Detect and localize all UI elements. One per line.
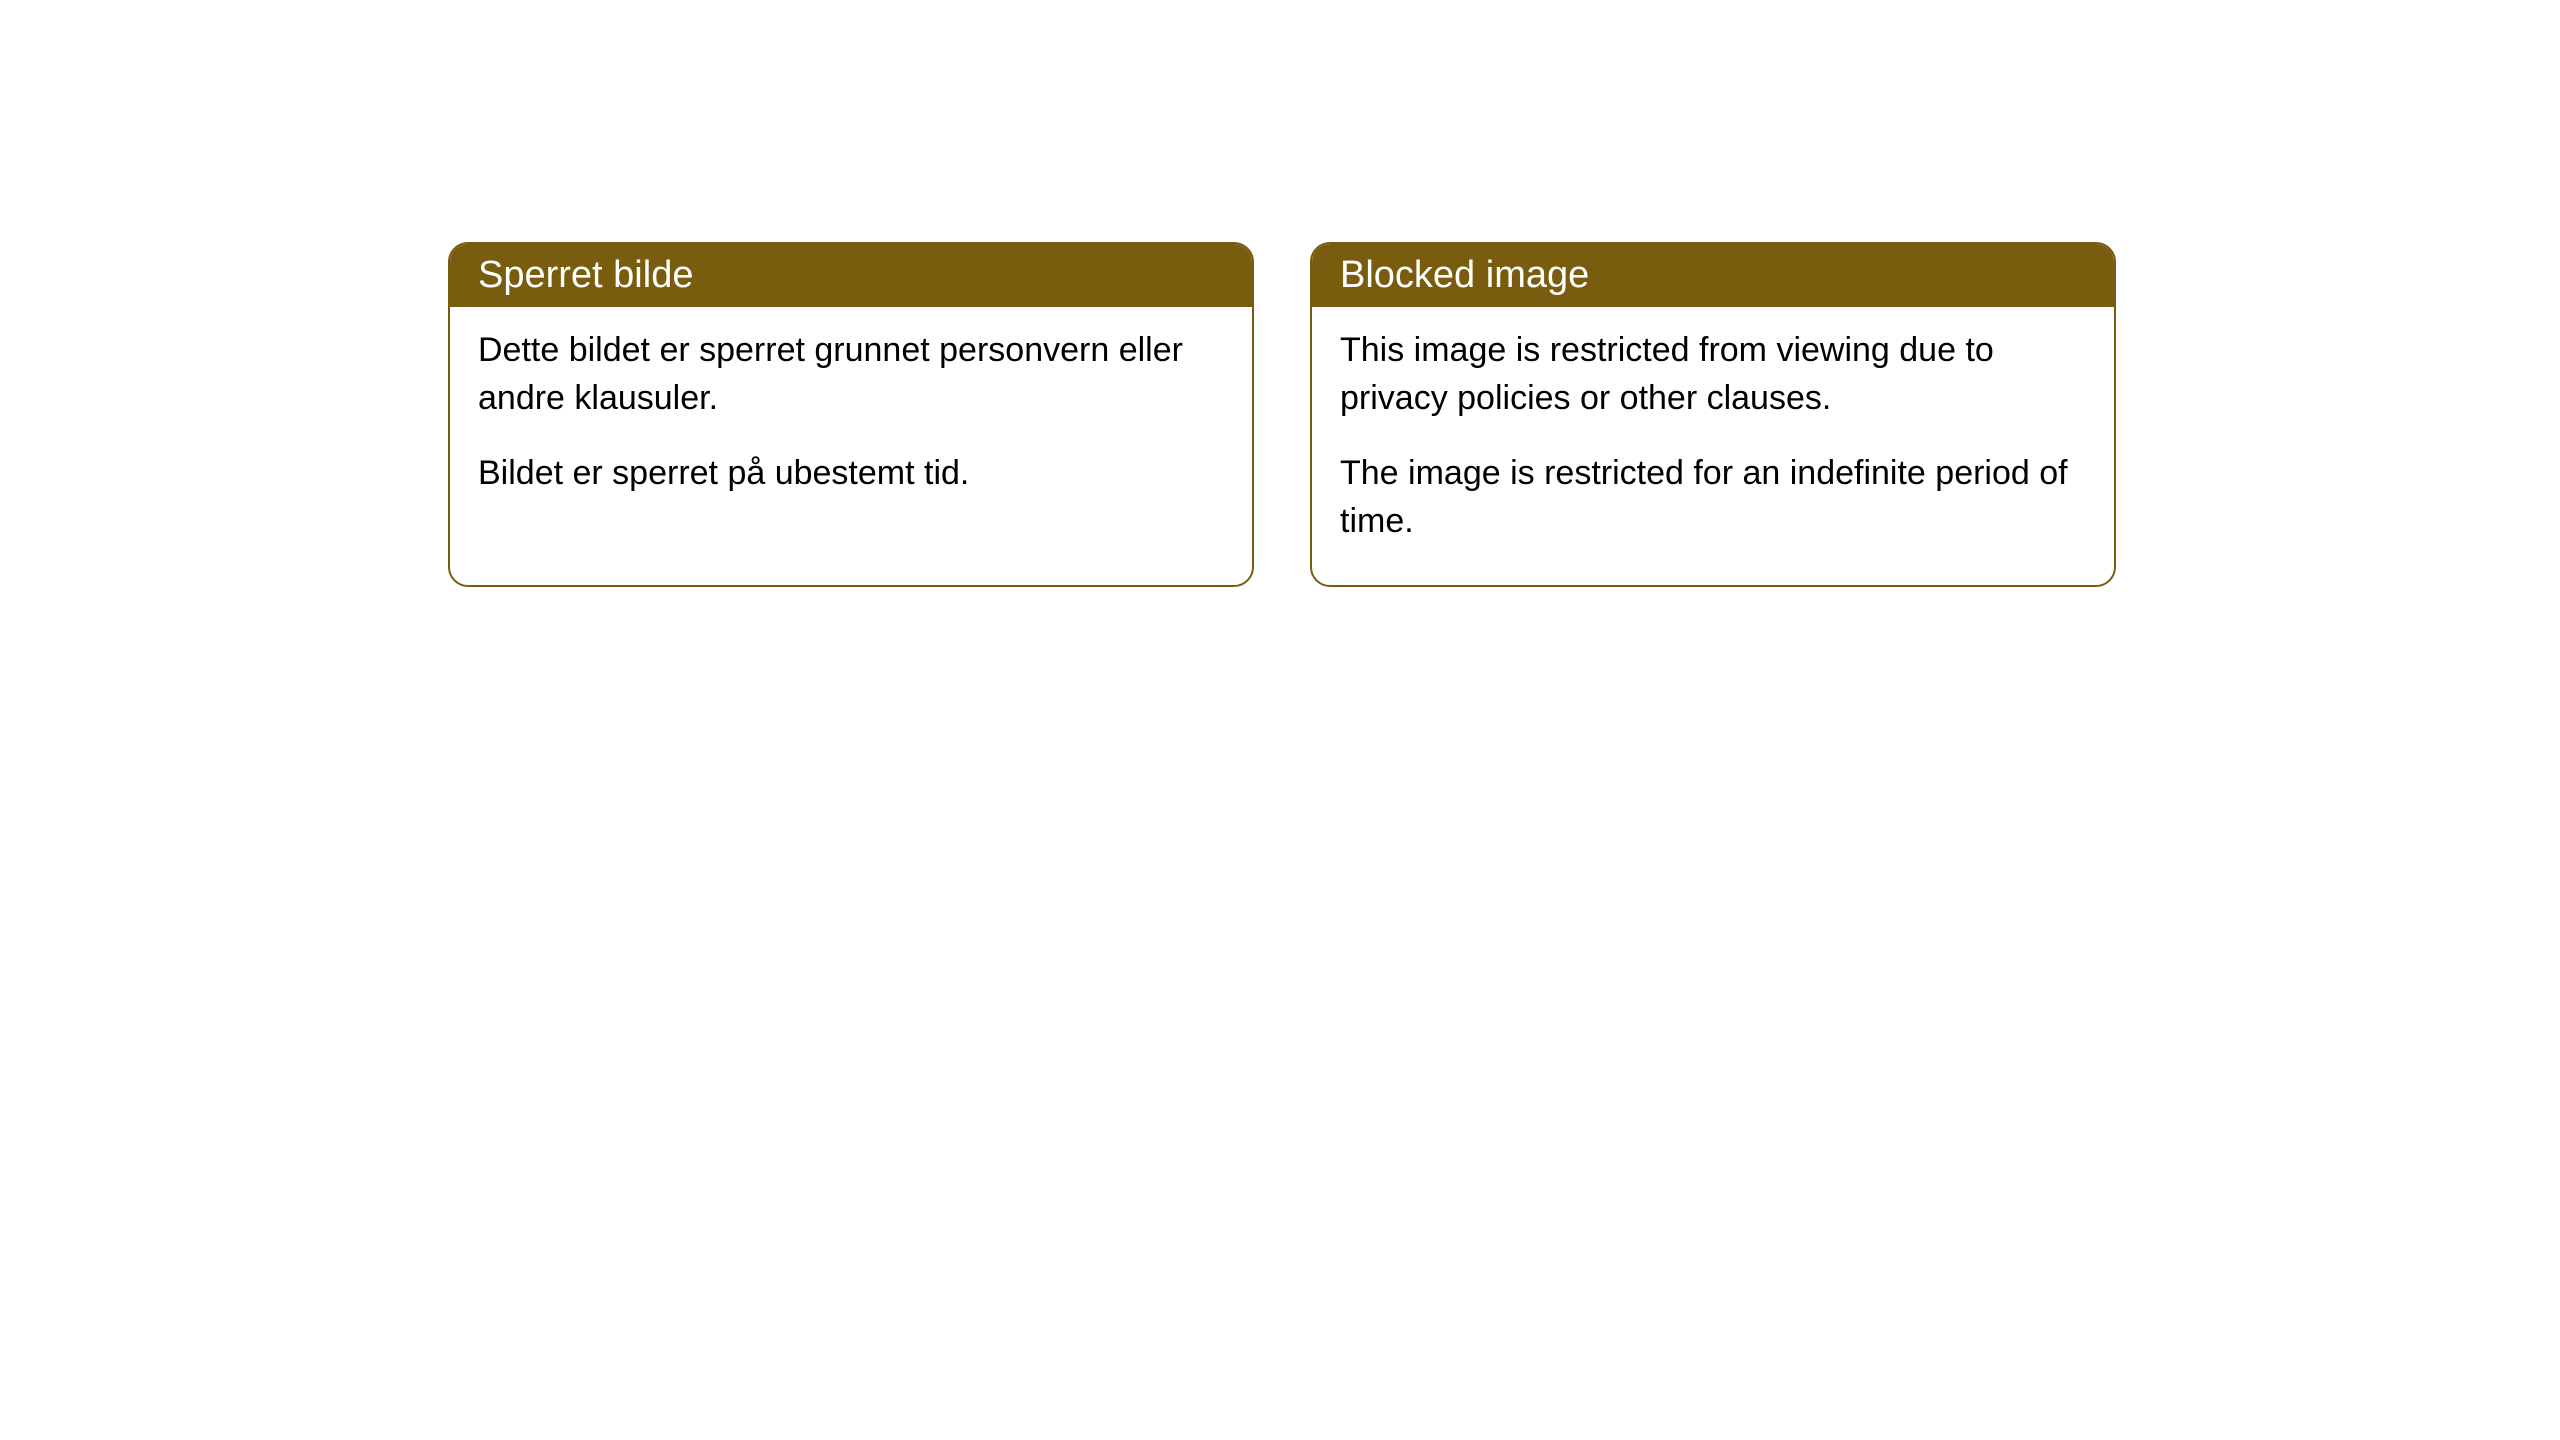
cards-container: Sperret bilde Dette bildet er sperret gr… [448, 242, 2116, 587]
card-header: Blocked image [1312, 244, 2114, 307]
card-title: Sperret bilde [478, 254, 693, 296]
card-paragraph: Bildet er sperret på ubestemt tid. [478, 450, 1224, 498]
blocked-image-card-english: Blocked image This image is restricted f… [1310, 242, 2116, 587]
card-body: Dette bildet er sperret grunnet personve… [450, 307, 1252, 538]
card-paragraph: Dette bildet er sperret grunnet personve… [478, 327, 1224, 422]
card-body: This image is restricted from viewing du… [1312, 307, 2114, 585]
card-paragraph: This image is restricted from viewing du… [1340, 327, 2086, 422]
card-title: Blocked image [1340, 254, 1589, 296]
blocked-image-card-norwegian: Sperret bilde Dette bildet er sperret gr… [448, 242, 1254, 587]
card-paragraph: The image is restricted for an indefinit… [1340, 450, 2086, 545]
card-header: Sperret bilde [450, 244, 1252, 307]
